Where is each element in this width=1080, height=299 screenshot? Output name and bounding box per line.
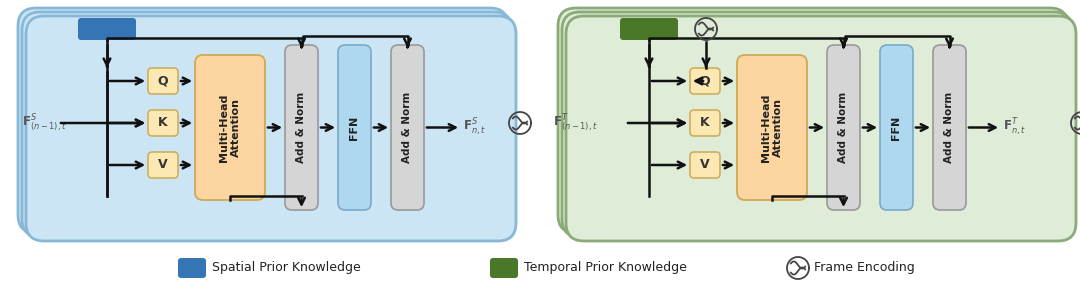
FancyBboxPatch shape <box>737 55 807 200</box>
Text: $\mathbf{F}^{T}_{n,t}$: $\mathbf{F}^{T}_{n,t}$ <box>1003 117 1026 138</box>
FancyBboxPatch shape <box>391 45 424 210</box>
Text: $\mathbf{F}^{T}_{(n-1),t}$: $\mathbf{F}^{T}_{(n-1),t}$ <box>553 112 598 134</box>
Text: FFN: FFN <box>891 115 902 140</box>
FancyBboxPatch shape <box>827 45 860 210</box>
FancyBboxPatch shape <box>690 68 720 94</box>
FancyBboxPatch shape <box>26 16 516 241</box>
Text: K: K <box>158 117 167 129</box>
FancyBboxPatch shape <box>933 45 966 210</box>
Text: Add & Norm: Add & Norm <box>838 92 849 163</box>
Text: Add & Norm: Add & Norm <box>945 92 955 163</box>
Text: Add & Norm: Add & Norm <box>403 92 413 163</box>
FancyBboxPatch shape <box>880 45 913 210</box>
Text: V: V <box>158 158 167 172</box>
Text: Multi-Head
Attention: Multi-Head Attention <box>761 93 783 162</box>
FancyBboxPatch shape <box>78 18 136 40</box>
Text: Spatial Prior Knowledge: Spatial Prior Knowledge <box>212 262 361 274</box>
FancyBboxPatch shape <box>285 45 318 210</box>
FancyBboxPatch shape <box>566 16 1076 241</box>
Text: Q: Q <box>158 74 168 88</box>
Text: $\mathbf{F}^{S}_{n,t}$: $\mathbf{F}^{S}_{n,t}$ <box>463 117 486 138</box>
Text: Frame Encoding: Frame Encoding <box>814 262 915 274</box>
Text: $\mathbf{F}^{S}_{(n-1),t}$: $\mathbf{F}^{S}_{(n-1),t}$ <box>22 112 67 134</box>
Text: V: V <box>700 158 710 172</box>
FancyBboxPatch shape <box>562 12 1072 237</box>
FancyBboxPatch shape <box>620 18 678 40</box>
FancyBboxPatch shape <box>690 152 720 178</box>
FancyBboxPatch shape <box>178 258 206 278</box>
Text: FFN: FFN <box>350 115 360 140</box>
FancyBboxPatch shape <box>558 8 1068 233</box>
FancyBboxPatch shape <box>148 110 178 136</box>
Text: Add & Norm: Add & Norm <box>297 92 307 163</box>
FancyBboxPatch shape <box>338 45 372 210</box>
FancyBboxPatch shape <box>148 152 178 178</box>
Text: Temporal Prior Knowledge: Temporal Prior Knowledge <box>524 262 687 274</box>
FancyBboxPatch shape <box>148 68 178 94</box>
FancyBboxPatch shape <box>195 55 265 200</box>
FancyBboxPatch shape <box>690 110 720 136</box>
Text: K: K <box>700 117 710 129</box>
FancyBboxPatch shape <box>490 258 518 278</box>
Text: Q: Q <box>700 74 711 88</box>
FancyBboxPatch shape <box>18 8 508 233</box>
Text: Multi-Head
Attention: Multi-Head Attention <box>219 93 241 162</box>
FancyBboxPatch shape <box>22 12 512 237</box>
